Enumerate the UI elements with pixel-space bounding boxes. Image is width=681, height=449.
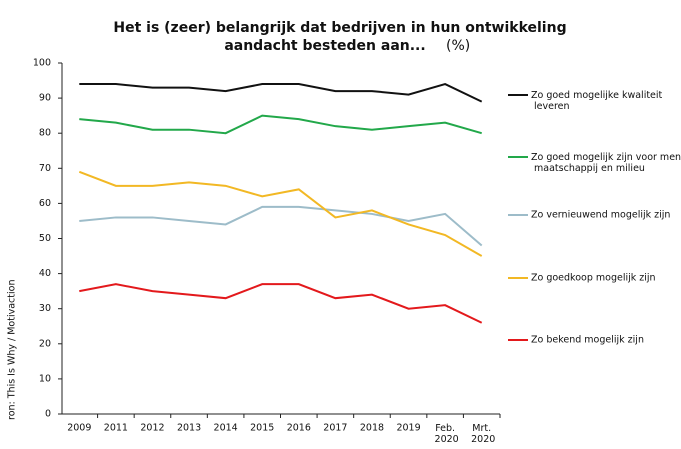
y-tick-label: 0 [45, 409, 51, 420]
y-tick-label: 80 [39, 128, 51, 139]
series-line [79, 82, 483, 103]
y-tick-label: 30 [39, 303, 51, 314]
series-line [79, 114, 482, 135]
x-tick-label: 2017 [323, 423, 347, 434]
legend-label: Zo bekend mogelijk zijn [531, 335, 644, 346]
x-tick-label: 2016 [287, 423, 311, 434]
x-tick-label: Feb. 2020 [432, 423, 459, 445]
y-tick-label: 90 [39, 93, 51, 104]
x-tick-label: 2018 [360, 423, 384, 434]
y-tick-label: 50 [39, 233, 51, 244]
legend-label: Zo goed mogelijk zijn voor mens maatscha… [531, 152, 681, 174]
y-tick-label: 100 [33, 58, 51, 69]
series-line [79, 205, 483, 247]
chart-title-unit: (%) [446, 38, 470, 54]
y-tick-label: 20 [39, 338, 51, 349]
y-tick-label: 10 [39, 373, 51, 384]
legend-label: Zo goed mogelijke kwaliteit leveren [531, 90, 663, 112]
y-tick-label: 70 [39, 163, 51, 174]
x-tick-label: 2009 [67, 423, 91, 434]
series-line [78, 170, 483, 257]
legend-label: Zo goedkoop mogelijk zijn [531, 273, 656, 284]
x-tick-label: 2013 [177, 423, 201, 434]
chart-title: Het is (zeer) belangrijk dat bedrijven i… [113, 20, 566, 36]
chart-title: aandacht besteden aan... [224, 38, 425, 54]
x-tick-label: Mrt. 2020 [468, 423, 495, 445]
series-line [79, 283, 483, 324]
x-tick-label: 2011 [104, 423, 128, 434]
x-tick-label: 2012 [140, 423, 164, 434]
y-tick-label: 60 [39, 198, 51, 209]
x-tick-label: 2014 [214, 423, 238, 434]
y-tick-label: 40 [39, 268, 51, 279]
legend-label: Zo vernieuwend mogelijk zijn [531, 210, 670, 221]
x-tick-label: 2015 [250, 423, 274, 434]
source: ron: This Is Why / Motivaction [7, 280, 18, 420]
x-tick-label: 2019 [396, 423, 420, 434]
